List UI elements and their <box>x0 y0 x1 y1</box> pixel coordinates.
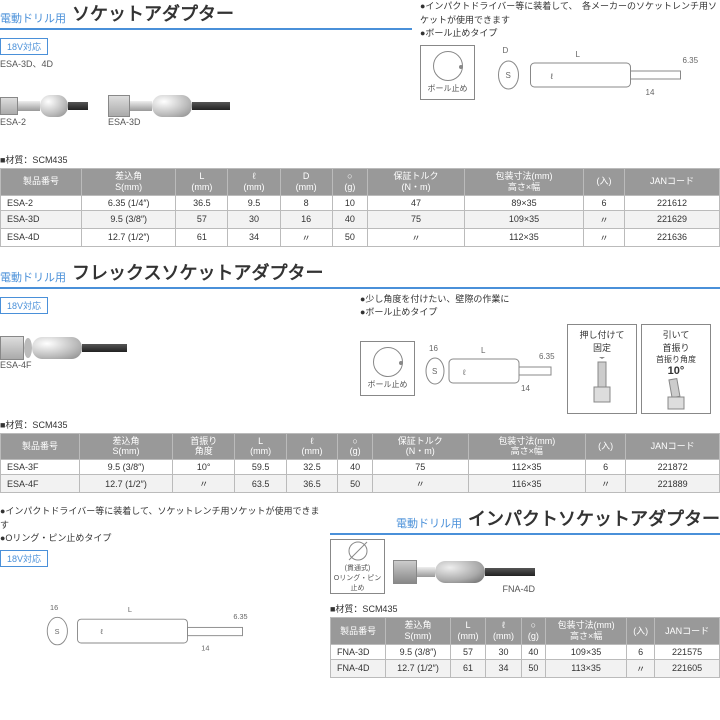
art-label-esa4f: ESA-4F <box>0 360 32 370</box>
material-3: ■材質：SCM435 <box>330 602 720 615</box>
category-label-3: 電動ドリル用 <box>396 515 462 531</box>
table-row: ESA-3F9.5 (3/8″)10°59.532.54075112×35622… <box>1 460 720 475</box>
col-header: JANコード <box>626 433 720 460</box>
svg-text:L: L <box>481 346 486 355</box>
col-header: ○(g) <box>338 433 373 460</box>
col-header: (入) <box>584 169 625 196</box>
svg-text:ℓ: ℓ <box>550 72 554 81</box>
dimension-diagram-1: D S L ℓ 6.35 14 <box>481 45 720 100</box>
action-push-fix: 押し付けて 固定 <box>567 324 637 414</box>
col-header: (入) <box>585 433 625 460</box>
product-art-esa4f <box>0 336 127 360</box>
col-header: (入) <box>627 618 655 645</box>
svg-text:S: S <box>432 367 437 376</box>
svg-text:S: S <box>506 71 511 80</box>
col-header: 包装寸法(mm)高さ×幅 <box>545 618 626 645</box>
col-header: L(mm) <box>235 433 286 460</box>
table-row: ESA-4F12.7 (1/2″)〃63.536.550〃116×35〃2218… <box>1 475 720 493</box>
category-label: 電動ドリル用 <box>0 10 66 26</box>
ball-stop-icon-2: ボール止め <box>360 341 415 396</box>
col-header: 包装寸法(mm)高さ×幅 <box>468 433 585 460</box>
subcode: ESA-3D、4D <box>0 57 412 70</box>
action-pull-swing: 引いて 首振り 首振り角度 10° <box>641 324 711 414</box>
svg-text:L: L <box>128 605 132 614</box>
product-image-area: ESA-2 ESA-3D <box>0 74 412 149</box>
svg-text:14: 14 <box>646 88 655 97</box>
col-header: 保証トルク(N・m) <box>368 169 465 196</box>
col-header: L(mm) <box>450 618 486 645</box>
product-name-3: インパクトソケットアダプター <box>468 505 720 531</box>
svg-text:14: 14 <box>201 643 209 652</box>
notes-3: ●インパクトドライバー等に装着して、ソケットレンチ用ソケットが使用できます ●O… <box>0 505 320 546</box>
notes-1: ●インパクトドライバー等に装着して、 各メーカーのソケットレンチ用ソケットが使用… <box>420 0 720 41</box>
product-name: ソケットアダプター <box>72 0 234 26</box>
spec-table-1: 製品番号差込角S(mm)L(mm)ℓ(mm)D(mm)○(g)保証トルク(N・m… <box>0 168 720 247</box>
oring-icon: (貫通式) Oリング・ピン止め <box>330 539 385 594</box>
category-label-2: 電動ドリル用 <box>0 269 66 285</box>
dimension-diagram-3: 16 S L ℓ 6.35 14 <box>0 599 320 654</box>
notes-2: ●少し角度を付けたい、壁際の作業に ●ボール止めタイプ <box>360 293 720 320</box>
dimension-diagram-2: 16 S L ℓ 6.35 14 <box>421 341 561 396</box>
art-label-esa3d: ESA-3D <box>108 117 141 127</box>
svg-text:D: D <box>503 46 509 55</box>
section-impact-socket-adapter: ●インパクトドライバー等に装着して、ソケットレンチ用ソケットが使用できます ●O… <box>0 505 720 678</box>
ball-stop-icon: ボール止め <box>420 45 475 100</box>
title-bar-3: 電動ドリル用 インパクトソケットアダプター <box>330 505 720 535</box>
col-header: ℓ(mm) <box>286 433 337 460</box>
table-row: FNA-3D9.5 (3/8″)573040109×356221575 <box>331 644 720 659</box>
col-header: ℓ(mm) <box>486 618 522 645</box>
col-header: ℓ(mm) <box>228 169 280 196</box>
section-socket-adapter: 電動ドリル用 ソケットアダプター 18V対応 ESA-3D、4D ESA-2 E… <box>0 0 720 247</box>
diagram-row-2: ボール止め 16 S L ℓ 6.35 14 <box>360 324 720 414</box>
title-bar: 電動ドリル用 ソケットアダプター <box>0 0 412 30</box>
svg-text:16: 16 <box>429 344 438 353</box>
svg-text:6.35: 6.35 <box>539 352 555 361</box>
col-header: 包装寸法(mm)高さ×幅 <box>464 169 583 196</box>
col-header: 差込角S(mm) <box>79 433 172 460</box>
col-header: 差込角S(mm) <box>386 618 450 645</box>
voltage-badge-3: 18V対応 <box>0 550 48 567</box>
col-header: 製品番号 <box>331 618 386 645</box>
table-row: FNA-4D12.7 (1/2″)613450113×35〃221605 <box>331 659 720 677</box>
table-row: ESA-4D12.7 (1/2″)6134〃50〃112×35〃221636 <box>1 228 720 246</box>
product-art-esa2 <box>0 95 88 117</box>
col-header: JANコード <box>655 618 720 645</box>
diagram-row-1: ボール止め D S L ℓ 6.35 14 <box>420 45 720 100</box>
svg-text:6.35: 6.35 <box>233 612 247 621</box>
col-header: 差込角S(mm) <box>81 169 175 196</box>
product-name-2: フレックスソケットアダプター <box>72 259 323 285</box>
product-image-area-3: FNA-4D <box>393 560 535 594</box>
col-header: D(mm) <box>280 169 332 196</box>
product-image-area-2: ESA-4F <box>0 316 352 391</box>
svg-text:16: 16 <box>50 603 58 612</box>
col-header: L(mm) <box>176 169 228 196</box>
col-header: 首振り角度 <box>173 433 235 460</box>
col-header: 保証トルク(N・m) <box>373 433 468 460</box>
voltage-badge-2: 18V対応 <box>0 297 48 314</box>
diagram-row-3: 16 S L ℓ 6.35 14 <box>0 599 320 654</box>
voltage-badge: 18V対応 <box>0 38 48 55</box>
svg-text:ℓ: ℓ <box>462 368 466 377</box>
product-art-esa3d <box>108 95 230 117</box>
material-1: ■材質：SCM435 <box>0 153 720 166</box>
col-header: JANコード <box>624 169 719 196</box>
col-header: 製品番号 <box>1 433 80 460</box>
svg-text:S: S <box>55 627 60 636</box>
title-bar-2: 電動ドリル用 フレックスソケットアダプター <box>0 259 720 289</box>
svg-text:14: 14 <box>521 384 530 393</box>
svg-text:6.35: 6.35 <box>683 56 699 65</box>
spec-table-3: 製品番号差込角S(mm)L(mm)ℓ(mm)○(g)包装寸法(mm)高さ×幅(入… <box>330 617 720 678</box>
col-header: ○(g) <box>521 618 545 645</box>
table-row: ESA-26.35 (1/4″)36.59.58104789×356221612 <box>1 195 720 210</box>
col-header: ○(g) <box>332 169 367 196</box>
material-2: ■材質：SCM435 <box>0 418 720 431</box>
svg-text:L: L <box>576 50 581 59</box>
col-header: 製品番号 <box>1 169 82 196</box>
svg-text:ℓ: ℓ <box>99 627 103 636</box>
section-flex-socket-adapter: 電動ドリル用 フレックスソケットアダプター 18V対応 ESA-4F ●少し角度… <box>0 259 720 494</box>
table-row: ESA-3D9.5 (3/8″)5730164075109×35〃221629 <box>1 210 720 228</box>
art-label-esa2: ESA-2 <box>0 117 26 127</box>
action-boxes: 押し付けて 固定 引いて 首振り 首振り角度 10° <box>567 324 711 414</box>
spec-table-2: 製品番号差込角S(mm)首振り角度L(mm)ℓ(mm)○(g)保証トルク(N・m… <box>0 433 720 494</box>
